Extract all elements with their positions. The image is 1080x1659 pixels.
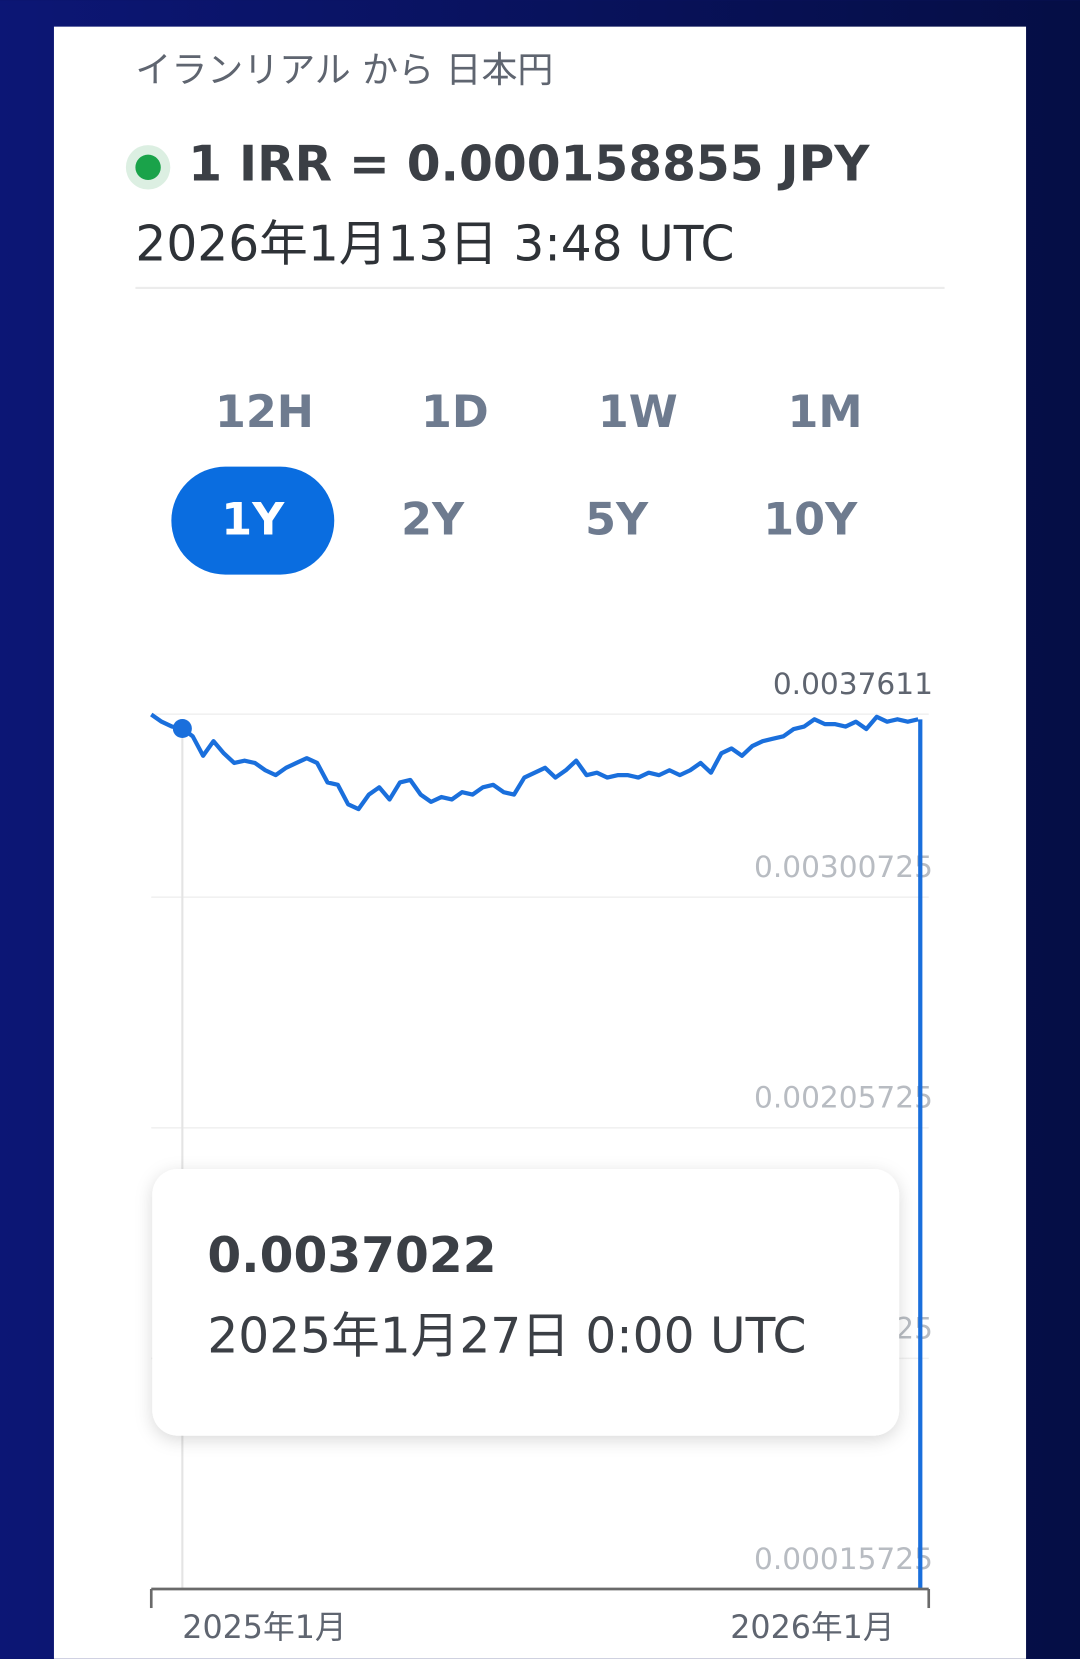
y-tick-label: 0.00205725 [754,1081,933,1115]
range-button[interactable]: 1D [421,387,489,438]
range-label[interactable]: 1Y [221,495,285,546]
rate-line [150,712,919,812]
timestamp: 2026年1月13日 3:48 UTC [135,217,734,273]
y-tick-label: 0.0037611 [773,667,933,701]
range-label[interactable]: 1W [598,387,678,438]
y-tick-label: 0.00015725 [754,1542,933,1576]
x-label: 2026年1月 [730,1610,894,1646]
range-label[interactable]: 1M [788,387,863,438]
range-button[interactable]: 1W [598,387,678,438]
range-button[interactable]: 1M [788,387,863,438]
range-selector: 12H 1D 1W 1M 1Y 2Y 5Y 10Y [171,387,863,575]
tooltip-date: 2025年1月27日 0:00 UTC [207,1308,806,1364]
tooltip-value: 0.0037022 [207,1228,496,1284]
range-button[interactable]: 1Y [171,466,335,575]
range-button[interactable]: 12H [215,387,314,438]
chart: 0.00376110.003007250.002057250.001107250… [149,667,933,1646]
range-button[interactable]: 5Y [585,495,649,546]
range-label[interactable]: 1D [421,387,489,438]
x-label: 2025年1月 [182,1610,346,1646]
pair-title: イランリアル から 日本円 [135,50,553,91]
y-tick-label: 0.00300725 [754,850,933,884]
range-label[interactable]: 2Y [401,495,465,546]
hover-point [172,718,192,739]
range-label[interactable]: 5Y [585,495,649,546]
range-button-bg[interactable] [171,466,335,575]
range-button[interactable]: 2Y [401,495,465,546]
tooltip-box [152,1169,900,1436]
live-dot [135,154,161,181]
tooltip: 0.0037022 2025年1月27日 0:00 UTC [152,1169,900,1436]
rate: 1 IRR = 0.000158855 JPY [188,136,870,192]
range-label[interactable]: 10Y [763,495,858,546]
range-label[interactable]: 12H [215,387,314,438]
range-button[interactable]: 10Y [763,495,858,546]
